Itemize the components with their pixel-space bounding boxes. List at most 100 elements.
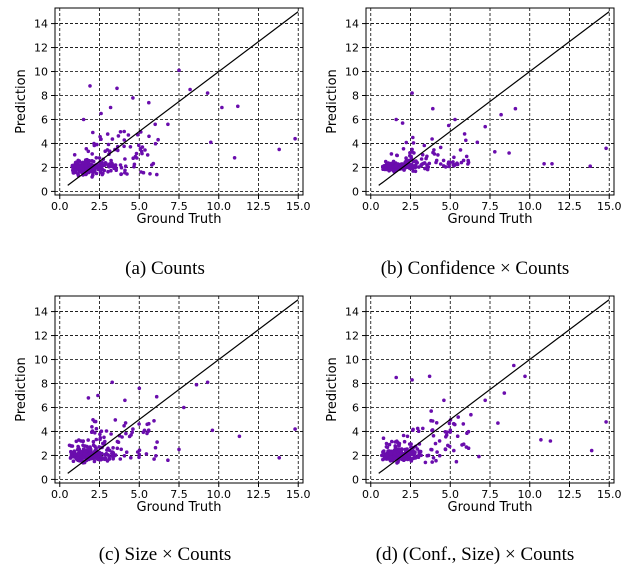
- x-axis: 0.0 2.5 5.0 7.5 10.0 12.5 15.0: [362, 195, 621, 213]
- scatter-point: [88, 163, 92, 167]
- scatter-point: [588, 164, 592, 168]
- y-tick-label: 10: [345, 354, 359, 367]
- scatter-point: [115, 446, 120, 451]
- scatter-point: [411, 135, 415, 140]
- scatter-point: [393, 456, 398, 460]
- scatter-point: [381, 436, 386, 441]
- y-tick-label: 4: [41, 425, 48, 438]
- caption-b: (b) Confidence × Counts: [380, 258, 570, 279]
- y-tick-label: 12: [345, 330, 359, 343]
- y-tick-label: 0: [352, 185, 359, 198]
- scatter-point: [81, 443, 85, 448]
- scatter-point: [95, 142, 99, 147]
- scatter-point: [111, 446, 115, 450]
- scatter-point: [429, 447, 433, 452]
- scatter-point: [402, 439, 407, 444]
- scatter-point: [90, 425, 94, 429]
- scatter-point: [122, 454, 127, 458]
- scatter-point: [86, 396, 91, 400]
- scatter-point: [205, 380, 210, 385]
- x-tick-label: 2.5: [91, 488, 109, 501]
- scatter-point: [384, 445, 389, 449]
- scatter-point: [209, 140, 213, 145]
- x-tick-label: 7.5: [170, 200, 188, 213]
- scatter-point: [108, 105, 113, 110]
- scatter-point: [128, 145, 133, 149]
- scatter-point: [72, 449, 77, 454]
- scatter-point: [134, 151, 139, 156]
- y-tick-label: 10: [34, 354, 48, 367]
- scatter-point: [94, 437, 99, 442]
- scatter-point: [74, 160, 79, 164]
- scatter-point: [137, 386, 142, 391]
- x-tick-label: 5.0: [131, 200, 149, 213]
- caption-d: (d) (Conf., Size) × Counts: [375, 544, 575, 565]
- scatter-point: [119, 172, 124, 176]
- scatter-point: [435, 450, 439, 454]
- scatter-point: [409, 154, 413, 159]
- scatter-point: [147, 134, 151, 139]
- scatter-point: [151, 161, 156, 166]
- y-tick-label: 2: [352, 161, 359, 174]
- scatter-point: [430, 460, 435, 464]
- scatter-point: [122, 138, 127, 142]
- scatter-point: [137, 422, 141, 426]
- x-tick-label: 5.0: [131, 488, 149, 501]
- scatter-point: [102, 163, 107, 167]
- scatter-point: [412, 451, 417, 456]
- scatter-point: [143, 148, 147, 152]
- x-axis: 0.0 2.5 5.0 7.5 10.0 12.5 15.0: [51, 195, 310, 213]
- scatter-point: [110, 137, 115, 141]
- scatter-point: [120, 435, 124, 439]
- scatter-point: [154, 394, 159, 399]
- scatter-point: [145, 431, 149, 436]
- scatter-point: [188, 87, 192, 92]
- scatter-point: [550, 162, 554, 166]
- scatter-point: [166, 458, 170, 463]
- scatter-point: [422, 143, 427, 148]
- scatter-point: [406, 451, 411, 456]
- x-tick-label: 2.5: [91, 200, 109, 213]
- scatter-point: [399, 163, 403, 167]
- scatter-point: [499, 112, 503, 117]
- x-tick-label: 7.5: [170, 488, 188, 501]
- scatter-point: [395, 439, 399, 444]
- x-tick-label: 0.0: [51, 488, 69, 501]
- scatter-point: [205, 91, 210, 95]
- y-tick-label: 0: [41, 185, 48, 198]
- scatter-point: [397, 444, 401, 448]
- scatter-point: [123, 164, 128, 168]
- scatter-point: [392, 451, 397, 456]
- scatter-point: [131, 96, 135, 100]
- scatter-point: [124, 450, 129, 455]
- scatter-point: [420, 152, 425, 157]
- scatter-point: [431, 456, 436, 460]
- scatter-point: [431, 106, 435, 111]
- scatter-point: [434, 458, 438, 463]
- y-tick-label: 12: [345, 42, 359, 55]
- scatter-point: [447, 444, 452, 449]
- scatter-point: [81, 160, 85, 165]
- scatter-point: [507, 151, 511, 155]
- x-tick-label: 15.0: [597, 200, 622, 213]
- scatter-point: [81, 439, 85, 443]
- scatter-point: [483, 124, 488, 129]
- scatter-point: [78, 165, 83, 170]
- points: [70, 68, 297, 179]
- scatter-point: [97, 458, 102, 462]
- scatter-point: [135, 156, 139, 160]
- scatter-point: [389, 161, 394, 166]
- scatter-point: [411, 428, 415, 433]
- scatter-point: [153, 122, 157, 127]
- y-tick-label: 0: [352, 473, 359, 486]
- scatter-point: [109, 158, 113, 163]
- scatter-point: [74, 439, 79, 444]
- scatter-point: [97, 156, 102, 160]
- scatter-point: [73, 453, 77, 457]
- scatter-point: [444, 435, 448, 439]
- y-tick-label: 8: [41, 378, 48, 391]
- y-tick-label: 14: [34, 18, 48, 31]
- caption-c: (c) Size × Counts: [98, 544, 232, 565]
- scatter-point: [438, 162, 443, 166]
- scatter-point: [385, 453, 389, 457]
